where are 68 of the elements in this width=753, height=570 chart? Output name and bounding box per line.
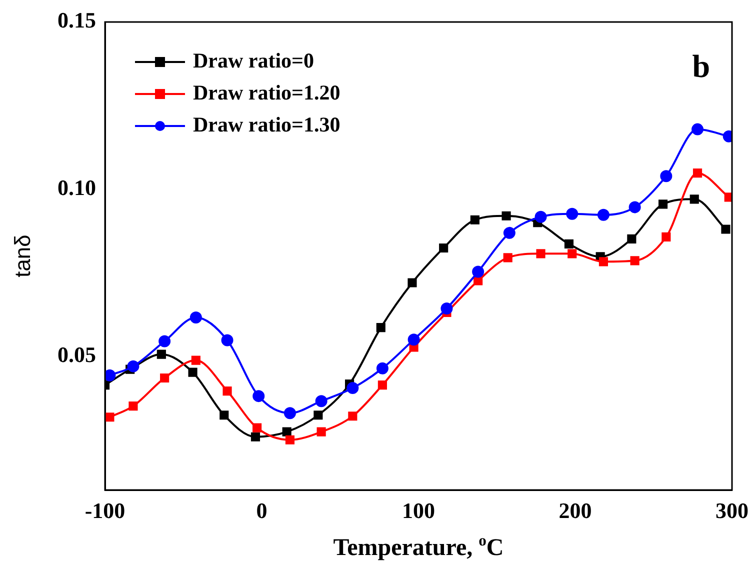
point <box>378 380 387 390</box>
point <box>285 435 294 444</box>
y-tick-label: 0.10 <box>58 174 96 200</box>
point <box>658 200 668 209</box>
point <box>376 323 386 332</box>
point <box>127 360 140 372</box>
point <box>627 234 636 244</box>
point <box>692 168 702 178</box>
point <box>662 232 671 242</box>
point <box>220 410 229 420</box>
y-axis-title: tanδ <box>10 234 35 278</box>
legend-label: Draw ratio=1.20 <box>193 80 340 104</box>
point <box>191 356 200 365</box>
point <box>534 210 547 223</box>
point <box>190 312 202 324</box>
point <box>222 386 232 396</box>
point <box>721 224 730 234</box>
point <box>282 427 292 436</box>
point <box>597 208 610 221</box>
point <box>408 334 420 346</box>
x-tick-label: -100 <box>84 498 126 523</box>
point <box>502 211 511 220</box>
x-tick-label: 100 <box>402 498 435 523</box>
point <box>630 256 640 266</box>
point <box>105 369 116 382</box>
point <box>472 266 484 278</box>
point <box>470 215 480 224</box>
point <box>348 412 358 421</box>
point <box>503 226 516 239</box>
point <box>376 362 388 374</box>
point <box>105 412 114 422</box>
point <box>598 257 608 266</box>
point <box>440 302 453 314</box>
point <box>660 170 672 182</box>
point <box>408 278 417 288</box>
point <box>221 334 234 346</box>
point <box>564 239 574 248</box>
point <box>188 368 198 377</box>
point <box>316 427 326 436</box>
point <box>252 423 262 432</box>
point <box>314 410 323 420</box>
y-tick-label: 0.05 <box>58 342 96 367</box>
point <box>692 123 704 136</box>
point <box>503 253 512 262</box>
legend-label: Draw ratio=1.30 <box>193 112 340 136</box>
point <box>566 208 578 220</box>
point <box>474 276 483 286</box>
point <box>158 335 171 348</box>
point <box>724 192 732 202</box>
point <box>536 249 546 258</box>
point <box>160 373 170 383</box>
y-tick-label: 0.15 <box>58 8 96 33</box>
legend-label: Draw ratio=0 <box>193 48 314 72</box>
annotation: b <box>692 48 710 84</box>
point <box>156 350 166 359</box>
x-tick-label: 200 <box>558 498 592 523</box>
point <box>250 432 260 442</box>
point <box>346 382 359 394</box>
point <box>568 249 577 258</box>
point <box>315 395 328 408</box>
point <box>128 402 138 411</box>
point <box>690 194 699 204</box>
point <box>439 243 448 253</box>
point <box>252 390 265 402</box>
point <box>284 407 296 420</box>
point <box>628 201 641 214</box>
x-tick-label: 300 <box>716 498 748 523</box>
x-tick-label: 0 <box>256 498 268 523</box>
